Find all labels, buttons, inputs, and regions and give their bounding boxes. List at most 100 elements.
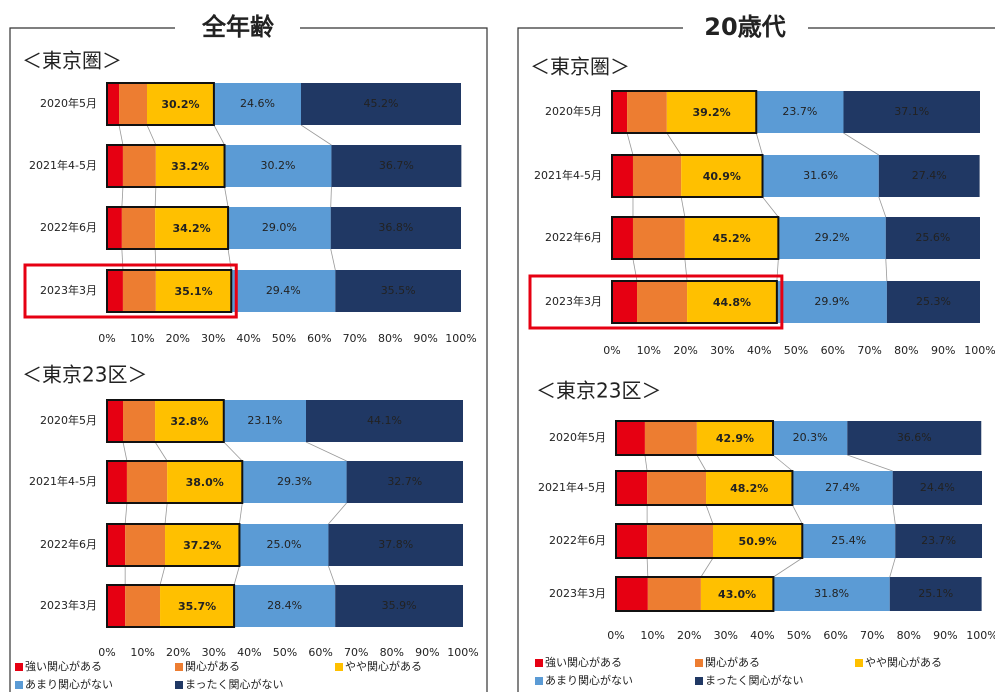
value-label: 23.7%: [921, 534, 956, 547]
bar-segment: [687, 281, 777, 323]
connector: [762, 196, 779, 218]
connector: [330, 248, 336, 271]
connector: [889, 557, 896, 578]
bar-segment: [843, 91, 980, 133]
total-label: 30.2%: [161, 98, 199, 111]
bar-segment: [700, 577, 774, 611]
x-tick-label: 30%: [202, 646, 226, 659]
bar-segment: [847, 421, 982, 455]
bar-segment: [125, 524, 166, 566]
connector: [696, 454, 707, 472]
legend-label: あまり関心がない: [545, 673, 633, 687]
value-label: 36.6%: [897, 431, 932, 444]
bar-segment: [616, 577, 648, 611]
value-label: 35.9%: [382, 599, 417, 612]
panel-title: 20歳代: [704, 13, 785, 41]
connector: [118, 124, 124, 146]
bar-segment: [647, 577, 701, 611]
bar-segment: [107, 461, 127, 503]
panel-frame: [9, 27, 488, 692]
total-frame: [615, 470, 794, 506]
bar-segment: [612, 91, 628, 133]
total-frame: [106, 399, 225, 443]
connector: [154, 248, 157, 271]
bar-segment: [773, 421, 848, 455]
value-label: 35.5%: [381, 284, 416, 297]
x-tick-label: 80%: [380, 646, 404, 659]
connector: [885, 258, 888, 282]
x-tick-label: 60%: [823, 629, 847, 642]
bar-segment: [328, 524, 463, 566]
bar-segment: [762, 155, 879, 197]
connector: [300, 124, 332, 146]
value-label: 24.4%: [920, 481, 955, 494]
value-label: 25.3%: [916, 295, 951, 308]
category-label: 2020年5月: [545, 104, 602, 118]
category-label: 2020年5月: [40, 413, 97, 427]
x-tick-label: 0%: [603, 344, 620, 357]
total-label: 50.9%: [739, 535, 777, 548]
x-tick-label: 30%: [710, 344, 734, 357]
x-tick-label: 10%: [640, 629, 664, 642]
category-label: 2023年3月: [40, 598, 97, 612]
category-label: 2020年5月: [549, 430, 606, 444]
value-label: 44.1%: [367, 414, 402, 427]
bar-segment: [878, 155, 980, 197]
panel-frame: [517, 27, 995, 692]
x-tick-label: 50%: [272, 332, 296, 345]
value-label: 23.1%: [247, 414, 282, 427]
bar-segment: [632, 217, 685, 259]
total-label: 37.2%: [183, 539, 221, 552]
bar-segment: [231, 270, 336, 312]
category-label: 2023年3月: [545, 294, 602, 308]
x-tick-label: 70%: [343, 332, 367, 345]
chart-title: ＜東京圏＞: [22, 49, 122, 73]
connector: [843, 132, 880, 156]
bar-segment: [346, 461, 463, 503]
connector: [878, 196, 887, 218]
x-tick-label: 100%: [964, 344, 995, 357]
value-label: 45.2%: [364, 97, 399, 110]
connector: [164, 502, 168, 525]
connector: [776, 258, 779, 282]
total-label: 38.0%: [186, 476, 224, 489]
total-frame: [611, 154, 764, 198]
x-tick-label: 40%: [750, 629, 774, 642]
legend-label: あまり関心がない: [25, 677, 113, 691]
bar-segment: [155, 207, 229, 249]
connector: [792, 504, 803, 525]
connector: [146, 124, 157, 146]
connector: [684, 258, 688, 282]
legend-label: 強い関心がある: [545, 655, 622, 669]
legend-swatch: [175, 663, 183, 671]
connector: [644, 454, 648, 472]
value-label: 37.8%: [378, 538, 413, 551]
value-label: 36.7%: [379, 159, 414, 172]
value-label: 32.7%: [387, 475, 422, 488]
bar-segment: [107, 145, 123, 187]
x-tick-label: 80%: [378, 332, 402, 345]
bar-segment: [712, 524, 803, 558]
total-label: 44.8%: [713, 296, 751, 309]
x-tick-label: 20%: [166, 332, 190, 345]
total-label: 33.2%: [171, 160, 209, 173]
bar-segment: [107, 400, 124, 442]
category-label: 2021年4-5月: [29, 158, 97, 172]
bar-segment: [242, 461, 347, 503]
bar-segment: [155, 145, 225, 187]
total-label: 42.9%: [716, 432, 754, 445]
connector: [121, 186, 124, 208]
legend-label: まったく関心がない: [185, 677, 284, 691]
bar-segment: [126, 461, 168, 503]
bar-segment: [107, 585, 126, 627]
bar-segment: [627, 91, 667, 133]
bar-segment: [616, 471, 648, 505]
bar-segment: [119, 83, 148, 125]
value-label: 27.4%: [912, 169, 947, 182]
bar-segment: [889, 577, 982, 611]
x-tick-label: 50%: [787, 629, 811, 642]
bar-segment: [121, 207, 156, 249]
bar-segment: [632, 155, 682, 197]
connector: [213, 124, 225, 146]
